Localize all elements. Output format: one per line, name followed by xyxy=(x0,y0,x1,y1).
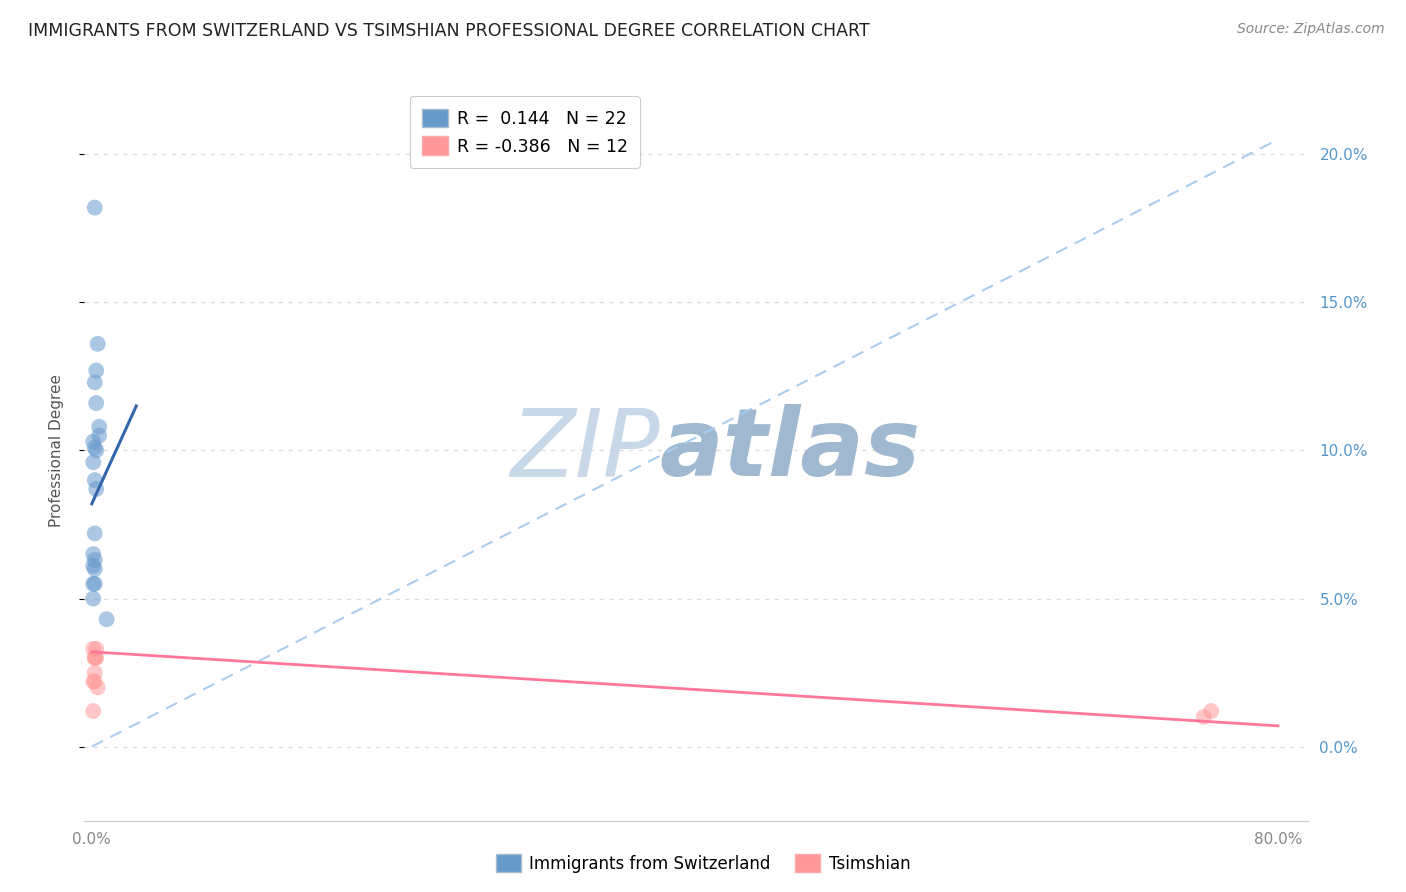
Point xyxy=(82,434,104,449)
Point xyxy=(83,526,105,541)
Text: ZIP: ZIP xyxy=(509,405,659,496)
Point xyxy=(82,591,104,606)
Point xyxy=(84,396,107,410)
Point xyxy=(89,428,111,442)
Point xyxy=(96,612,118,626)
Point xyxy=(82,704,104,718)
Point xyxy=(1192,710,1215,724)
Point xyxy=(83,650,105,665)
Point xyxy=(89,419,111,434)
Point xyxy=(82,455,104,469)
Point xyxy=(82,674,104,689)
Point xyxy=(83,441,105,455)
Point xyxy=(84,650,107,665)
Legend: Immigrants from Switzerland, Tsimshian: Immigrants from Switzerland, Tsimshian xyxy=(489,847,917,880)
Y-axis label: Professional Degree: Professional Degree xyxy=(49,374,63,527)
Point xyxy=(83,562,105,576)
Point xyxy=(83,650,105,665)
Text: atlas: atlas xyxy=(659,404,921,497)
Point xyxy=(83,576,105,591)
Point xyxy=(82,576,104,591)
Point xyxy=(86,336,108,351)
Point xyxy=(83,376,105,390)
Point xyxy=(83,201,105,215)
Point xyxy=(86,681,108,695)
Point xyxy=(1199,704,1222,718)
Point xyxy=(84,363,107,377)
Point xyxy=(83,553,105,567)
Point xyxy=(82,547,104,561)
Text: IMMIGRANTS FROM SWITZERLAND VS TSIMSHIAN PROFESSIONAL DEGREE CORRELATION CHART: IMMIGRANTS FROM SWITZERLAND VS TSIMSHIAN… xyxy=(28,22,870,40)
Point xyxy=(82,558,104,573)
Legend: R =  0.144   N = 22, R = -0.386   N = 12: R = 0.144 N = 22, R = -0.386 N = 12 xyxy=(409,96,640,168)
Point xyxy=(83,665,105,680)
Text: Source: ZipAtlas.com: Source: ZipAtlas.com xyxy=(1237,22,1385,37)
Point xyxy=(84,482,107,496)
Point xyxy=(84,443,107,458)
Point xyxy=(83,473,105,487)
Point xyxy=(83,674,105,689)
Point xyxy=(84,641,107,656)
Point xyxy=(82,641,104,656)
